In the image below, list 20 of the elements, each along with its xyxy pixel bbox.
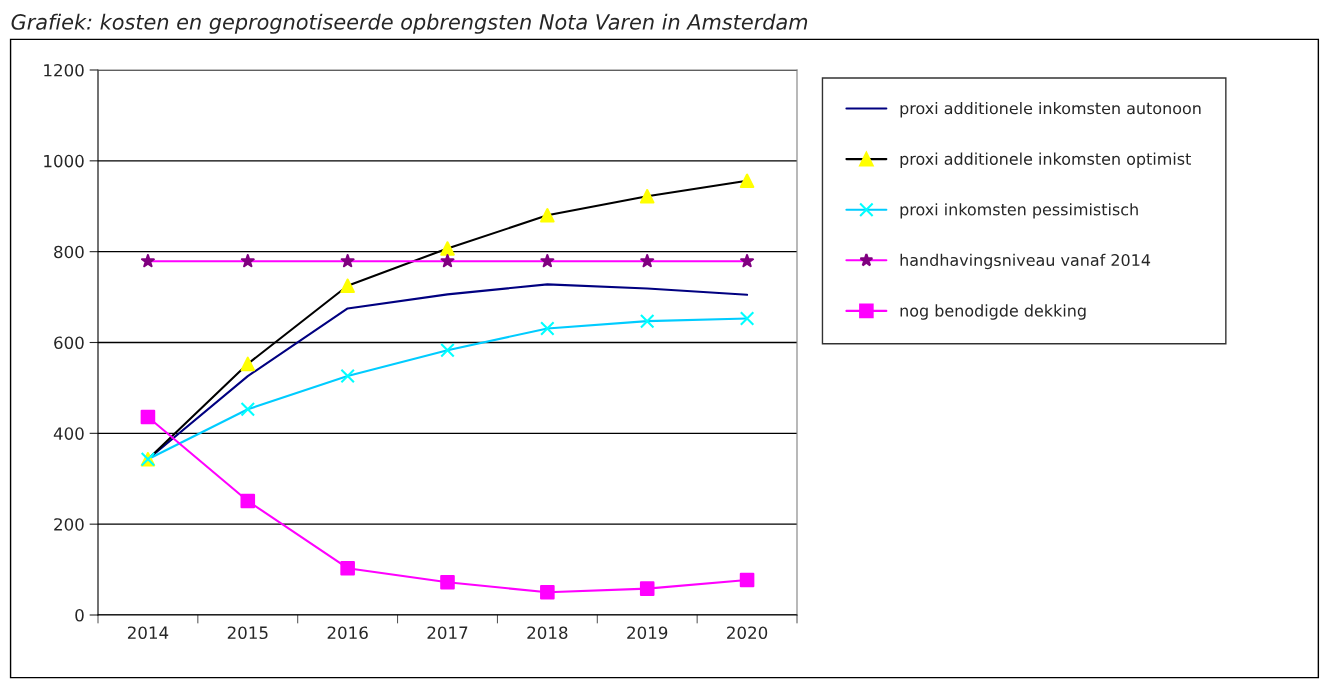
- legend-label: handhavingsniveau vanaf 2014: [900, 253, 1151, 270]
- x-tick-label: 2020: [727, 626, 768, 640]
- x-tick-label: 2014: [127, 626, 169, 640]
- x-tick-label: 2015: [227, 626, 268, 640]
- y-tick-label: 1200: [44, 63, 84, 77]
- x-tick-label: 2018: [527, 626, 568, 640]
- legend-label: proxi inkomsten pessimistisch: [900, 203, 1138, 219]
- y-tick-label: 400: [53, 427, 84, 440]
- x-tick-label: 2019: [627, 626, 668, 640]
- x-tick-label: 2016: [327, 626, 368, 640]
- x-tick-label: 2017: [427, 626, 468, 640]
- y-tick-label: 200: [54, 518, 84, 531]
- legend-label: proxi additionele inkomsten autonoon: [900, 101, 1201, 118]
- y-tick-label: 800: [54, 245, 84, 259]
- legend-label: proxi additionele inkomsten optimist: [900, 152, 1191, 168]
- legend-label: nog benodigde dekking: [900, 304, 1086, 320]
- y-tick-label: 1000: [44, 154, 84, 168]
- y-tick-label: 600: [54, 336, 84, 350]
- chart-title: Grafiek: kosten en geprognotiseerde opbrengsten Nota Varen in Amsterdam: [11, 13, 808, 34]
- y-tick-label: 0: [75, 608, 84, 622]
